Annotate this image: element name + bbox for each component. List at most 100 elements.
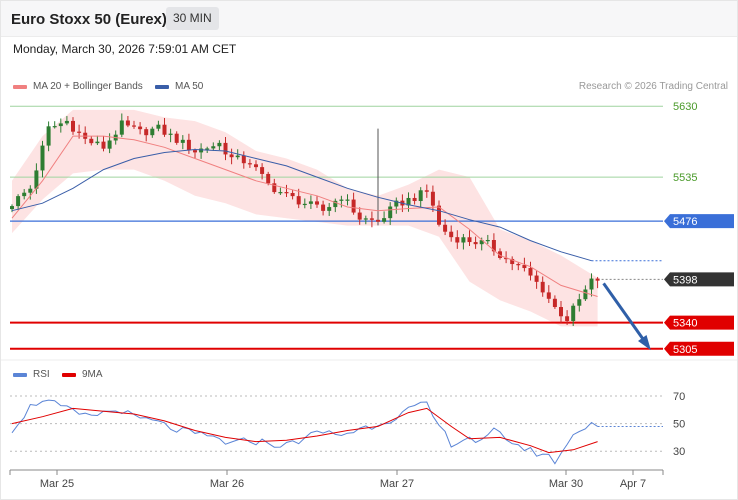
ma20-legend-label: MA 20 + Bollinger Bands [33,81,143,92]
resistance-level-tag [664,214,734,229]
support-level-label: 5305 [673,344,697,356]
candle-down [510,258,515,265]
candle-down [144,129,149,136]
candle-down [516,264,521,266]
candle-down [455,237,460,243]
candle-down [247,163,252,165]
candle-up [302,203,307,206]
candle-up [345,199,350,201]
candle-down [376,219,380,222]
candle-down [186,139,191,151]
ma20-legend: MA 20 + Bollinger Bands [13,81,143,92]
candle-down [193,150,197,153]
candle-down [534,275,539,282]
ma9-legend-label: 9MA [82,369,103,380]
candle-up [150,128,155,136]
candle-up [327,207,332,211]
projection-arrowhead [637,334,651,351]
candle-up [199,148,204,153]
candle-up [418,190,423,202]
candle-up [571,305,576,321]
candle-down [595,278,600,281]
candle-down [101,141,106,149]
x-axis-tick-label: Mar 26 [210,478,244,490]
x-axis-tick-label: Mar 25 [40,478,74,490]
candle-down [424,190,429,192]
candle-down [174,133,179,143]
last-level-label: 5398 [673,274,697,286]
candle-up [34,170,39,189]
chart-datetime: Monday, March 30, 2026 7:59:01 AM CET [13,42,237,56]
candle-up [406,197,411,206]
chart-header: Euro Stoxx 50 (Eurex) 30 MIN [0,0,738,37]
candle-up [394,200,399,207]
candle-down [272,183,277,193]
candle-down [491,239,496,252]
resistance-level-label: 5476 [673,216,697,228]
ma20-line [11,135,598,297]
candle-up [388,206,393,219]
candle-up [46,126,51,146]
candle-up [205,148,210,150]
candle-up [308,201,313,204]
price-tick-label: 5535 [673,172,697,184]
candle-down [357,212,362,220]
rsi-tick-label: 70 [673,391,685,403]
candle-down [467,237,472,243]
candle-down [229,154,234,158]
candle-down [369,218,374,220]
instrument-title: Euro Stoxx 50 (Eurex) [11,11,167,28]
ma50-legend: MA 50 [155,81,203,92]
copyright-note: Research © 2026 Trading Central [578,81,728,92]
ma50-legend-label: MA 50 [175,81,204,92]
candle-up [180,139,185,143]
candle-up [119,120,124,135]
candle-down [552,298,557,308]
candle-down [132,125,136,127]
candle-up [28,188,33,193]
rsi-line [11,399,598,465]
candle-down [241,155,246,164]
candle-down [449,231,454,238]
candle-down [504,257,509,260]
candle-up [333,200,338,208]
candle-down [412,197,417,202]
rsi-ma-line [11,407,598,454]
candle-up [107,140,112,149]
candle-up [22,192,27,197]
bollinger-band-fill [12,109,598,327]
last-level-tag [664,272,734,287]
candle-down [290,193,295,197]
candle-down [540,281,545,293]
candle-up [339,199,344,201]
candle-up [363,218,368,220]
candle-down [528,268,533,276]
candle-up [235,155,240,158]
candle-down [559,307,563,317]
candle-down [443,224,448,232]
candle-down [77,131,82,133]
ma50-swatch [155,84,169,89]
candle-up [58,123,63,127]
timeframe-badge[interactable]: 30 MIN [166,7,219,30]
candle-down [315,201,319,205]
candle-down [125,120,130,126]
candle-up [40,145,45,171]
ma9-legend: 9MA [62,369,103,380]
projection-arrow [602,282,650,348]
rsi-swatch [13,372,27,377]
candle-up [589,278,594,290]
candle-down [522,265,527,269]
candle-down [254,164,258,168]
candle-down [71,120,75,132]
candle-down [546,292,551,299]
candle-up [461,237,466,243]
x-axis-tick-label: Mar 30 [549,478,583,490]
candle-up [382,218,387,222]
candle-up [95,141,100,144]
candle-down [260,167,265,174]
rsi-legend: RSI [13,369,50,380]
support-level-tag [664,341,734,356]
candle-up [479,240,484,245]
